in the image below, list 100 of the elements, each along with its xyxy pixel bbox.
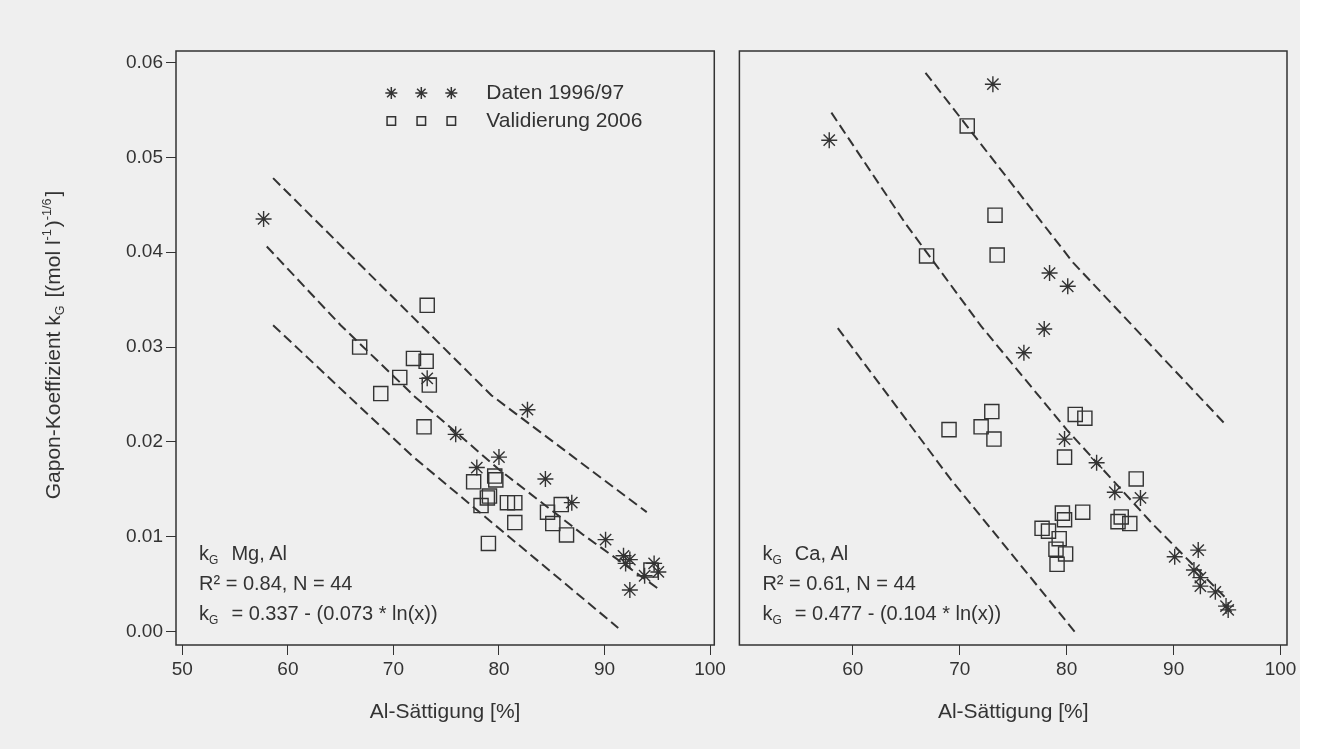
annotation: R² = 0.61, N = 44 — [762, 572, 916, 594]
y-tick-label: 0.02 — [126, 430, 163, 452]
point — [539, 504, 556, 520]
point — [596, 530, 615, 549]
point — [984, 403, 1000, 420]
point — [563, 493, 581, 512]
x-tick-label: 70 — [382, 657, 404, 679]
point — [1191, 568, 1210, 587]
point — [918, 248, 935, 264]
point — [1056, 449, 1073, 465]
point — [421, 377, 438, 393]
legend-label: Daten 1996/97 — [486, 79, 625, 103]
point — [1219, 601, 1237, 619]
point — [1189, 541, 1207, 559]
point — [621, 550, 639, 569]
point — [989, 247, 1005, 263]
point — [820, 131, 838, 149]
point — [1057, 546, 1074, 562]
point — [1191, 577, 1210, 595]
y-axis-title: Gapon-Koeffizient kG [(mol l-1)-1/6] — [39, 190, 68, 500]
point — [649, 563, 668, 581]
point — [1056, 511, 1073, 528]
x-axis-title: Al-Sättigung [%] — [937, 699, 1089, 723]
point — [645, 554, 663, 573]
point — [1035, 320, 1053, 338]
x-tick-label: 80 — [1056, 657, 1078, 679]
point — [959, 118, 975, 134]
y-tick-label: 0.05 — [126, 145, 163, 167]
point — [973, 418, 989, 435]
point — [1131, 489, 1150, 507]
point — [1166, 548, 1184, 566]
x-axis-title: Al-Sättigung [%] — [369, 699, 521, 723]
y-tick-label: 0.01 — [126, 525, 163, 547]
x-tick-label: 60 — [842, 657, 864, 679]
point — [545, 515, 561, 532]
point — [1077, 410, 1093, 426]
x-tick-label: 80 — [488, 657, 510, 679]
x-tick-label: 60 — [277, 657, 299, 679]
point — [635, 567, 654, 585]
point — [1067, 406, 1083, 423]
point — [418, 353, 434, 370]
point — [1206, 583, 1225, 601]
point — [488, 472, 504, 488]
y-tick-label: 0.04 — [126, 240, 164, 262]
point — [1110, 513, 1126, 530]
point — [418, 369, 436, 388]
point — [1122, 515, 1138, 532]
x-tick-label: 100 — [694, 657, 726, 679]
legend-label: Validierung 2006 — [486, 107, 643, 131]
x-tick-label: 100 — [1264, 657, 1297, 679]
point — [507, 514, 523, 531]
point — [558, 527, 575, 543]
point — [553, 496, 570, 513]
point — [468, 458, 486, 477]
point — [1034, 520, 1050, 537]
point — [1113, 509, 1129, 525]
point — [447, 425, 465, 444]
x-tick-label: 90 — [593, 657, 616, 679]
x-tick-label: 90 — [1163, 657, 1185, 679]
point — [1087, 454, 1106, 472]
point — [499, 494, 516, 511]
point — [419, 297, 435, 314]
point — [1048, 541, 1064, 557]
x-tick-label: 50 — [171, 657, 193, 679]
point — [372, 385, 389, 402]
point — [1217, 597, 1235, 615]
point — [621, 581, 639, 599]
point — [465, 474, 482, 490]
y-tick-label: 0.06 — [126, 50, 163, 72]
point — [1049, 556, 1065, 573]
point — [351, 339, 368, 355]
y-tick-label: 0.03 — [126, 335, 163, 357]
point — [986, 431, 1002, 447]
point — [518, 400, 537, 419]
annotation: R² = 0.84, N = 44 — [199, 572, 353, 594]
point — [1051, 530, 1067, 547]
point — [486, 468, 503, 484]
point — [391, 369, 408, 386]
point — [1074, 504, 1091, 520]
point — [480, 535, 497, 552]
point — [1015, 344, 1033, 362]
x-tick-label: 70 — [949, 657, 971, 679]
point — [1059, 277, 1077, 296]
point — [1054, 505, 1071, 521]
point — [1106, 483, 1124, 501]
point — [490, 448, 508, 466]
point — [987, 207, 1003, 223]
point — [1128, 471, 1144, 487]
point — [254, 210, 273, 228]
point — [1055, 430, 1074, 448]
point — [536, 470, 555, 488]
point — [941, 421, 957, 438]
point — [1185, 561, 1203, 579]
point — [405, 350, 422, 367]
point — [1040, 264, 1059, 282]
point — [416, 418, 432, 435]
point — [473, 497, 489, 514]
point — [984, 75, 1002, 93]
point — [507, 494, 523, 511]
point — [1040, 523, 1057, 539]
